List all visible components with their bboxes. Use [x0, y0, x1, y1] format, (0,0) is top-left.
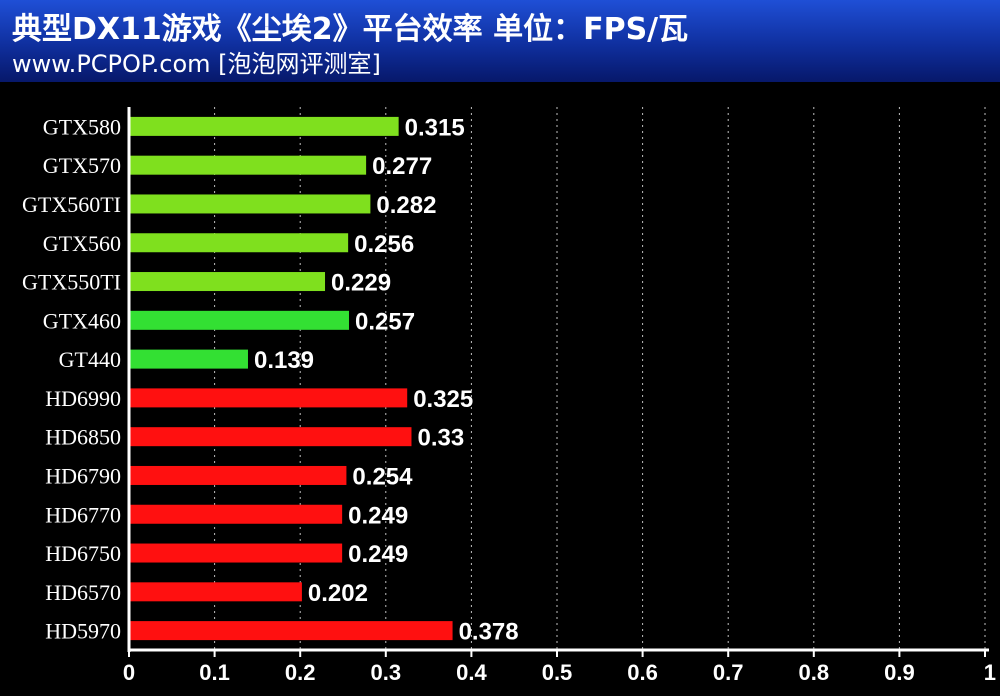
bar-gtx570	[129, 155, 367, 175]
chart-title: 典型DX11游戏《尘埃2》平台效率 单位：FPS/瓦	[12, 12, 689, 47]
chart-subtitle: www.PCPOP.com [泡泡网评测室]	[12, 50, 381, 78]
x-tick-label: 0.7	[713, 660, 744, 685]
bar-hd6750	[129, 543, 343, 563]
bar-gtx560	[129, 233, 349, 253]
chart-header: 典型DX11游戏《尘埃2》平台效率 单位：FPS/瓦 www.PCPOP.com…	[0, 0, 1000, 82]
category-label: HD6750	[45, 541, 121, 566]
value-label: 0.139	[254, 347, 314, 374]
category-label: HD6990	[45, 386, 121, 411]
bar-hd5970	[129, 621, 453, 641]
grid-lines	[214, 107, 986, 650]
value-label: 0.325	[413, 386, 473, 413]
bar-gtx460	[129, 310, 349, 330]
category-label: HD6790	[45, 463, 121, 488]
x-tick-label: 1	[984, 660, 996, 685]
category-label: GTX460	[43, 308, 121, 333]
value-label: 0.33	[417, 425, 464, 452]
category-label: GTX560TI	[22, 192, 121, 217]
value-label: 0.378	[459, 619, 519, 646]
bars: GTX580 0.315 GTX570 0.277 GTX560TI 0.282 GTX56…	[22, 114, 519, 645]
bar-gtx580	[129, 116, 399, 136]
value-label: 0.254	[352, 463, 413, 490]
value-label: 0.257	[355, 308, 415, 335]
value-label: 0.256	[354, 231, 414, 258]
value-label: 0.249	[348, 502, 408, 529]
x-tick-label: 0.9	[884, 660, 915, 685]
bar-hd6770	[129, 504, 343, 524]
x-tick-label: 0.2	[285, 660, 316, 685]
bar-gtx560ti	[129, 194, 371, 214]
value-label: 0.249	[348, 541, 408, 568]
category-label: GTX580	[43, 114, 121, 139]
bar-hd6570	[129, 582, 302, 602]
value-label: 0.202	[308, 580, 368, 607]
value-label: 0.315	[405, 114, 465, 141]
value-label: 0.282	[376, 192, 436, 219]
category-label: GTX570	[43, 153, 121, 178]
x-tick-label: 0.4	[456, 660, 487, 685]
category-label: GTX560	[43, 231, 121, 256]
category-label: HD6570	[45, 580, 121, 605]
bar-hd6790	[129, 465, 347, 485]
bar-hd6990	[129, 388, 408, 408]
category-label: GT440	[59, 347, 121, 372]
category-label: HD5970	[45, 619, 121, 644]
x-tick-label: 0.3	[371, 660, 402, 685]
x-tick-label: 0.5	[542, 660, 573, 685]
x-tick-label: 0.8	[799, 660, 830, 685]
axes: 0 0.1 0.2 0.3 0.4 0.5 0.6 0.7 0.8 0.9 1	[123, 107, 996, 685]
category-label: HD6850	[45, 425, 121, 450]
bar-gt440	[129, 349, 248, 369]
category-label: GTX550TI	[22, 270, 121, 295]
value-label: 0.229	[331, 270, 391, 297]
bar-hd6850	[129, 427, 412, 447]
x-tick-label: 0	[123, 660, 135, 685]
value-label: 0.277	[372, 153, 432, 180]
category-label: HD6770	[45, 502, 121, 527]
x-tick-label: 0.1	[199, 660, 230, 685]
bar-gtx550ti	[129, 272, 326, 292]
x-tick-label: 0.6	[627, 660, 658, 685]
